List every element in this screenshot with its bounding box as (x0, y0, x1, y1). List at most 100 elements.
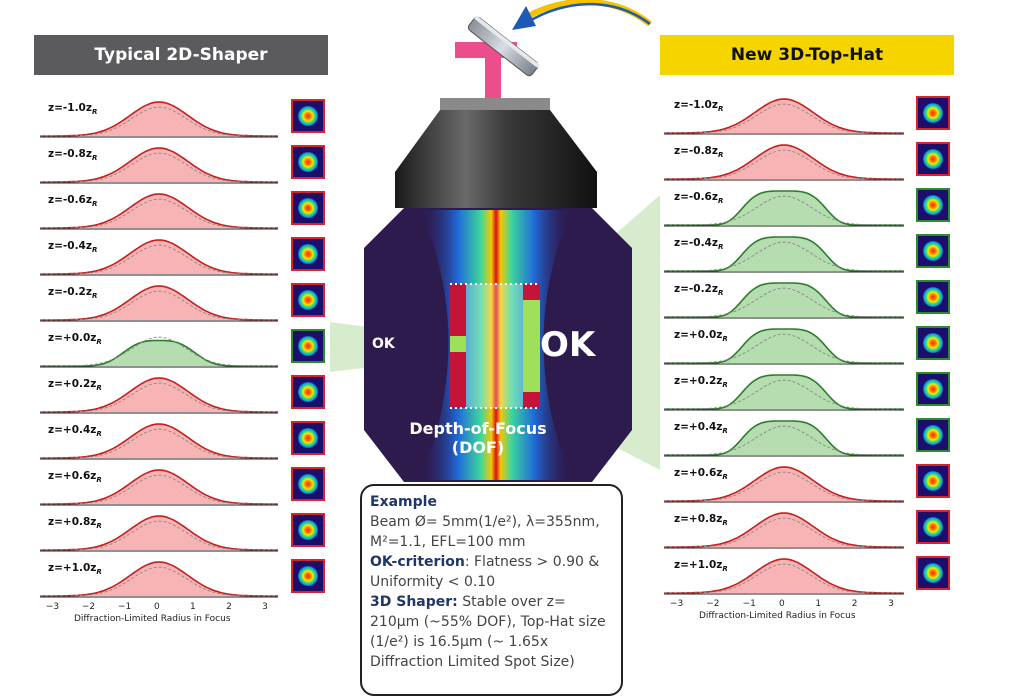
left-beam-profile (40, 377, 278, 414)
reference-gaussian (664, 241, 904, 272)
spot-icon (298, 152, 318, 172)
right-z-label: z=+0.2zR (674, 375, 728, 390)
left-spot-thumbnail (291, 421, 325, 455)
reference-gaussian (664, 103, 904, 134)
right-z-label: z=+0.4zR (674, 421, 728, 436)
focused-beam (420, 210, 572, 480)
optics-illustration (330, 0, 660, 482)
reference-gaussian (664, 517, 904, 548)
right-spot-thumbnail (916, 418, 950, 452)
reference-gaussian (40, 382, 278, 413)
spot-icon (923, 379, 943, 399)
right-spot-thumbnail (916, 142, 950, 176)
left-beam-profile (40, 561, 278, 598)
mirror-icon (467, 15, 540, 77)
right-spot-thumbnail (916, 96, 950, 130)
spot-icon (923, 425, 943, 445)
profile-fill (664, 421, 904, 455)
spot-icon (298, 428, 318, 448)
left-axis-tick: −1 (117, 602, 132, 612)
left-spot-thumbnail (291, 237, 325, 271)
shaper-text: Stable over z= 210µm (~55% DOF), Top-Hat… (370, 594, 606, 670)
right-z-label: z=-0.4zR (674, 237, 724, 252)
left-beam-profile (40, 101, 278, 138)
profile-fill (40, 148, 278, 182)
dof-label-line1: Depth-of-Focus (409, 419, 547, 438)
left-axis-tick: 0 (154, 602, 160, 612)
reference-gaussian (664, 287, 904, 318)
profile-fill (40, 378, 278, 412)
spot-icon (923, 195, 943, 215)
left-axis-tick: 2 (226, 602, 232, 612)
right-axis-tick: 2 (851, 599, 858, 609)
right-spot-thumbnail (916, 234, 950, 268)
profile-fill (664, 237, 904, 271)
reference-gaussian (40, 474, 278, 505)
left-beam-profile (40, 515, 278, 552)
right-beam-profile (664, 374, 904, 411)
left-z-label: z=+0.8zR (48, 516, 102, 531)
example-shaper: 3D Shaper: Stable over z= 210µm (~55% DO… (370, 592, 613, 672)
reference-gaussian (40, 520, 278, 551)
reference-gaussian (664, 471, 904, 502)
ok-criterion-heading: OK-criterion (370, 554, 465, 570)
spot-icon (923, 517, 943, 537)
ok-criterion-text: : Flatness > 0.90 & Uniformity < 0.10 (370, 554, 600, 590)
right-spot-thumbnail (916, 280, 950, 314)
reference-gaussian (664, 333, 904, 364)
right-axis-tick: −3 (669, 599, 684, 609)
profile-fill (40, 562, 278, 596)
profile-fill (40, 470, 278, 504)
left-beam-profile (40, 469, 278, 506)
left-spot-thumbnail (291, 145, 325, 179)
dof-window (450, 283, 540, 409)
right-spot-thumbnail (916, 372, 950, 406)
right-beam-profile (664, 144, 904, 181)
example-heading: Example (370, 494, 437, 510)
left-panel-title: Typical 2D-Shaper (34, 35, 328, 75)
right-beam-profile (664, 328, 904, 365)
right-axis-tick: −2 (706, 599, 720, 609)
left-z-label: z=-0.6zR (48, 194, 98, 209)
right-axis-title: Diffraction-Limited Radius in Focus (699, 611, 856, 621)
input-beam-vertical (485, 52, 501, 110)
reference-gaussian (664, 379, 904, 410)
reference-gaussian (40, 566, 278, 597)
right-beam-profile (664, 236, 904, 273)
right-beam-profile (664, 466, 904, 503)
left-axis-tick: −2 (81, 602, 96, 612)
left-z-label: z=+0.0zR (48, 332, 102, 347)
left-z-label: z=+0.6zR (48, 470, 102, 485)
spot-icon (923, 563, 943, 583)
spot-icon (298, 198, 318, 218)
profile-fill (664, 559, 904, 593)
left-beam-profile (40, 423, 278, 460)
reference-gaussian (664, 563, 904, 594)
spot-icon (298, 566, 318, 586)
spot-icon (923, 103, 943, 123)
right-z-label: z=-1.0zR (674, 99, 724, 114)
reference-gaussian (40, 244, 278, 275)
profile-fill (40, 102, 278, 136)
left-axis-tick: 1 (190, 602, 196, 612)
example-box: Example Beam Ø= 5mm(1/e²), λ=355nm, M²=1… (360, 484, 623, 696)
left-z-label: z=-0.4zR (48, 240, 98, 255)
right-spot-thumbnail (916, 464, 950, 498)
example-beam-text: Beam Ø= 5mm(1/e²), λ=355nm, M²=1.1, EFL=… (370, 514, 600, 550)
right-axis-tick: 0 (779, 599, 785, 609)
reference-gaussian (40, 198, 278, 229)
spot-icon (923, 471, 943, 491)
spot-icon (923, 241, 943, 261)
profile-fill (40, 194, 278, 228)
right-beam-profile (664, 282, 904, 319)
left-spot-thumbnail (291, 191, 325, 225)
reference-gaussian (664, 425, 904, 456)
left-beam-profile (40, 147, 278, 184)
left-spot-thumbnail (291, 375, 325, 409)
objective-lens-icon (395, 98, 597, 208)
left-axis-tick: −3 (45, 602, 60, 612)
ok-small-label: OK (372, 336, 395, 352)
profile-fill (664, 375, 904, 409)
right-axis-tick: 3 (888, 599, 894, 609)
right-z-label: z=+0.0zR (674, 329, 728, 344)
